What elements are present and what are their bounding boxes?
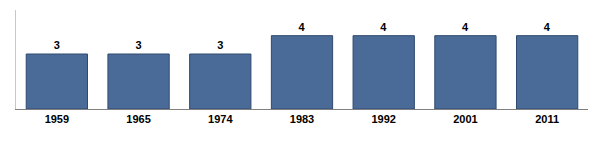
svg-text:1974: 1974	[208, 113, 233, 125]
svg-text:4: 4	[299, 21, 306, 33]
svg-text:3: 3	[217, 39, 223, 51]
svg-text:4: 4	[544, 21, 551, 33]
svg-text:1965: 1965	[126, 113, 150, 125]
svg-text:1992: 1992	[371, 113, 395, 125]
svg-text:4: 4	[380, 21, 387, 33]
svg-text:3: 3	[136, 39, 142, 51]
svg-text:1959: 1959	[45, 113, 69, 125]
svg-text:2001: 2001	[453, 113, 477, 125]
svg-text:3: 3	[54, 39, 60, 51]
svg-text:1983: 1983	[290, 113, 314, 125]
svg-text:4: 4	[462, 21, 469, 33]
svg-text:2011: 2011	[535, 113, 559, 125]
